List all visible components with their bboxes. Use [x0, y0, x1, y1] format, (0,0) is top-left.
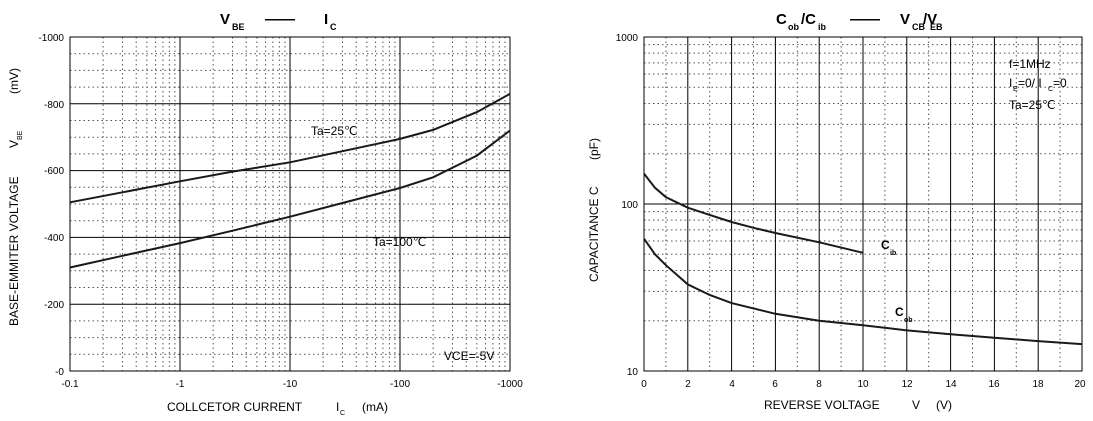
- current-condition-sub-e: E: [1013, 86, 1018, 93]
- capacitance-title-main-sub: ob: [788, 22, 799, 32]
- vbe-ic-y-label-symbol-sub: BE: [17, 130, 24, 140]
- current-condition-end: =0: [1053, 76, 1067, 90]
- capacitance-title-dash: ——: [850, 11, 880, 28]
- vbe-ic-x-label: COLLCETOR CURRENT: [167, 400, 303, 414]
- vbe-ic-y-tick: -400: [44, 233, 64, 244]
- vce-condition-label: VCE=-5V: [444, 349, 494, 363]
- vbe-ic-series-line-0: [69, 92, 511, 204]
- frequency-condition-label: f=1MHz: [1009, 57, 1051, 71]
- vbe-ic-x-tick: -1: [176, 379, 185, 390]
- capacitance-y-tick: 100: [621, 200, 638, 211]
- series-label-ta25: Ta=25℃: [311, 124, 358, 138]
- capacitance-x-tick: 0: [641, 379, 647, 390]
- vbe-ic-title-second-sub: C: [330, 22, 337, 32]
- capacitance-title-second: V: [900, 11, 910, 28]
- series-label-cib-sub: ib: [890, 250, 896, 257]
- capacitance-x-tick: 14: [945, 379, 957, 390]
- capacitance-x-tick: 10: [857, 379, 869, 390]
- vbe-ic-title-main-sub: BE: [232, 22, 245, 32]
- vbe-ic-y-tick: -200: [44, 300, 64, 311]
- capacitance-title-main: C: [776, 11, 787, 28]
- capacitance-title-mid: /C: [801, 11, 816, 28]
- capacitance-grid: [644, 37, 1082, 371]
- capacitance-series-line-1: [643, 238, 1083, 346]
- vbe-ic-title-second: I: [324, 11, 328, 28]
- series-label-cob-sub: ob: [904, 317, 913, 324]
- current-condition-mid: =0/ I: [1018, 76, 1042, 90]
- capacitance-series: [643, 172, 1083, 346]
- capacitance-y-tick: 1000: [616, 33, 639, 44]
- series-label-ta100: Ta=100℃: [373, 235, 426, 249]
- vbe-ic-x-tick: -1000: [497, 379, 523, 390]
- capacitance-x-label: REVERSE VOLTAGE: [764, 398, 880, 412]
- capacitance-x-tick: 20: [1074, 379, 1086, 390]
- vbe-ic-y-label-unit: (mV): [7, 68, 21, 94]
- current-condition-label: I: [1009, 76, 1012, 90]
- vbe-ic-series: [69, 92, 511, 269]
- capacitance-chart: C ob /C ib —— V CB /V EB 0 2 4 6 8 10 12…: [587, 11, 1086, 412]
- vbe-ic-y-tick: -1000: [38, 33, 64, 44]
- capacitance-x-tick: 6: [772, 379, 778, 390]
- capacitance-x-tick: 18: [1032, 379, 1044, 390]
- vbe-ic-series-line-1: [69, 129, 511, 269]
- capacitance-y-label-unit: (pF): [587, 138, 601, 160]
- vbe-ic-title-main: V: [220, 11, 230, 28]
- capacitance-title-third-sub: EB: [930, 22, 943, 32]
- vbe-ic-x-label-symbol: I: [336, 400, 339, 414]
- series-label-cib: C: [881, 238, 890, 252]
- capacitance-x-tick: 16: [988, 379, 1000, 390]
- vbe-ic-y-tick: -0: [55, 367, 64, 378]
- vbe-ic-x-tick: -100: [390, 379, 410, 390]
- vbe-ic-title-dash: ——: [265, 11, 295, 28]
- capacitance-title-second-sub: CB: [912, 22, 925, 32]
- current-condition-sub-c: C: [1048, 86, 1053, 93]
- vbe-ic-y-tick: -800: [44, 100, 64, 111]
- capacitance-series-line-0: [643, 172, 864, 254]
- vbe-ic-grid: [70, 37, 510, 371]
- capacitance-y-label: CAPACITANCE C: [587, 186, 601, 282]
- capacitance-x-tick: 4: [729, 379, 735, 390]
- capacitance-plot-frame: [643, 36, 1083, 372]
- capacitance-x-label-symbol: V: [912, 398, 920, 412]
- vbe-ic-plot-frame: [69, 36, 511, 372]
- capacitance-title-mid-sub: ib: [818, 22, 827, 32]
- capacitance-y-tick: 10: [627, 367, 639, 378]
- temperature-condition-label: Ta=25℃: [1009, 98, 1056, 112]
- vbe-ic-y-label: BASE-EMMITER VOLTAGE: [7, 176, 21, 326]
- capacitance-x-tick: 8: [816, 379, 822, 390]
- vbe-ic-chart: V BE —— I C -0.1 -1 -10 -100 -1000 -1000…: [7, 11, 523, 417]
- capacitance-x-label-unit: (V): [936, 398, 952, 412]
- vbe-ic-x-label-symbol-sub: C: [340, 410, 345, 417]
- capacitance-x-tick: 2: [685, 379, 691, 390]
- vbe-ic-y-label-symbol: V: [7, 140, 21, 148]
- vbe-ic-x-tick: -0.1: [61, 379, 79, 390]
- vbe-ic-x-label-unit: (mA): [362, 400, 388, 414]
- vbe-ic-y-tick: -600: [44, 166, 64, 177]
- capacitance-title-third: /V: [923, 11, 937, 28]
- series-label-cob: C: [895, 305, 904, 319]
- vbe-ic-x-tick: -10: [283, 379, 298, 390]
- capacitance-x-tick: 12: [901, 379, 913, 390]
